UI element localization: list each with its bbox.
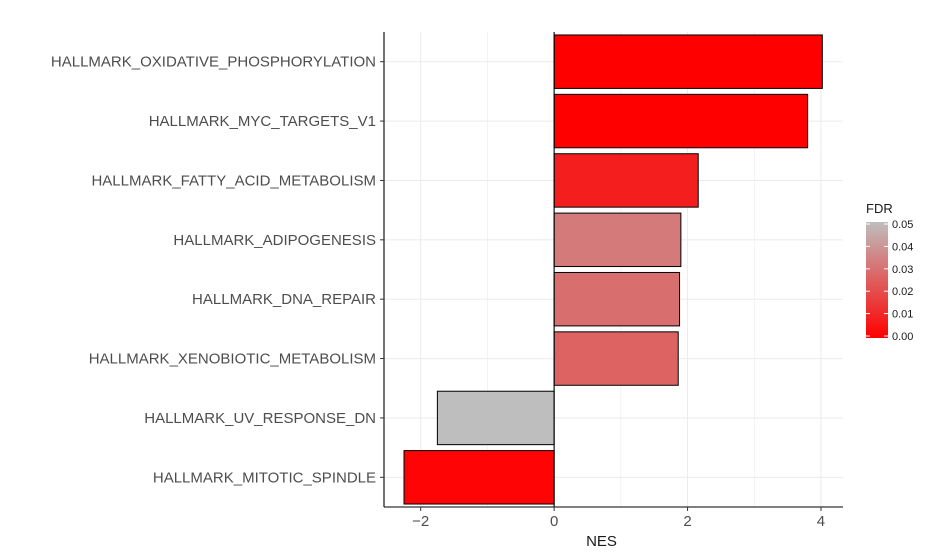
bar bbox=[553, 212, 682, 268]
axes bbox=[380, 32, 843, 511]
legend-tick-label: 0.02 bbox=[892, 286, 913, 298]
bar bbox=[553, 331, 679, 386]
bars bbox=[403, 34, 823, 505]
x-tick-label: 0 bbox=[550, 513, 558, 530]
y-tick-label: HALLMARK_DNA_REPAIR bbox=[192, 291, 376, 308]
y-tick-label: HALLMARK_FATTY_ACID_METABOLISM bbox=[91, 172, 376, 189]
bar bbox=[403, 450, 555, 505]
x-tick-label: 2 bbox=[683, 513, 691, 530]
y-tick-label: HALLMARK_MITOTIC_SPINDLE bbox=[153, 469, 376, 486]
y-tick-label: HALLMARK_XENOBIOTIC_METABOLISM bbox=[89, 351, 376, 368]
legend-tick-label: 0.03 bbox=[892, 264, 913, 276]
bar bbox=[553, 153, 699, 208]
legend-tick-label: 0.01 bbox=[892, 309, 913, 321]
x-tick-label: −2 bbox=[412, 513, 429, 530]
legend-tick-label: 0.05 bbox=[892, 219, 913, 231]
legend-colorbar bbox=[866, 222, 888, 338]
x-tick-label: 4 bbox=[817, 513, 825, 530]
legend-tick-label: 0.04 bbox=[892, 241, 913, 253]
y-tick-label: HALLMARK_UV_RESPONSE_DN bbox=[144, 410, 376, 427]
y-tick-label: HALLMARK_ADIPOGENESIS bbox=[173, 232, 376, 249]
legend-title: FDR bbox=[866, 201, 893, 216]
bar bbox=[553, 271, 681, 327]
bar bbox=[436, 390, 555, 446]
tick-labels: −2 0 2 4 HALLMARK_OXIDATIVE_PHOSPHORYLATION H… bbox=[51, 54, 825, 530]
legend: FDR 0.05 0.04 0.03 0.02 0.01 0.00 bbox=[866, 201, 913, 343]
legend-ticks: 0.05 0.04 0.03 0.02 0.01 0.00 bbox=[866, 219, 913, 343]
bar bbox=[553, 93, 809, 149]
x-axis-title: NES bbox=[586, 533, 617, 550]
y-tick-label: HALLMARK_OXIDATIVE_PHOSPHORYLATION bbox=[51, 54, 376, 71]
bar bbox=[553, 34, 823, 89]
y-tick-label: HALLMARK_MYC_TARGETS_V1 bbox=[149, 113, 376, 130]
legend-tick-label: 0.00 bbox=[892, 331, 913, 343]
